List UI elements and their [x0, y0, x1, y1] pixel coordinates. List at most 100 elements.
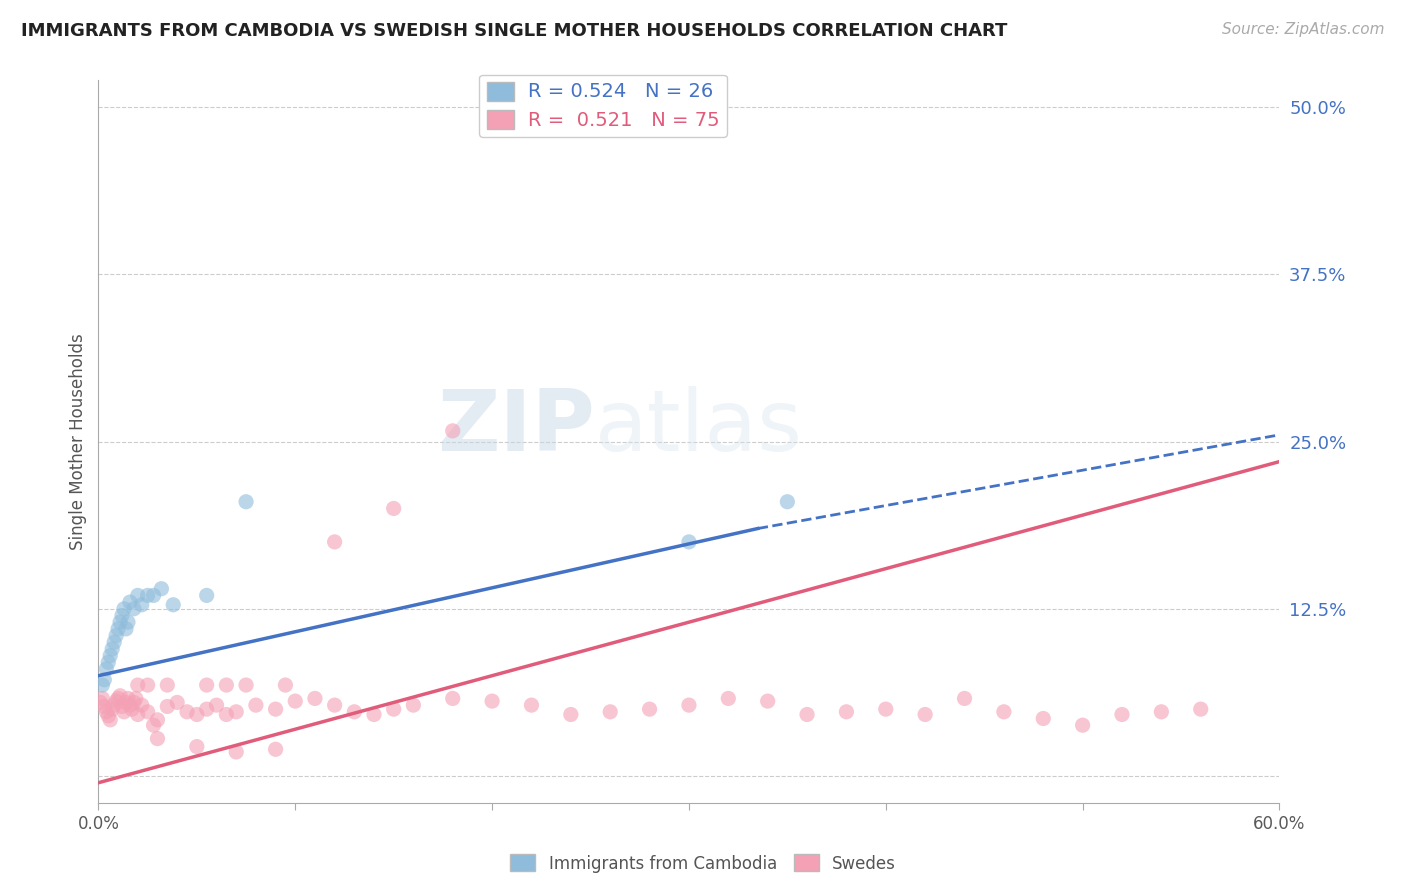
Point [142, 718, 165, 732]
Y-axis label: Single Mother Households: Single Mother Households [69, 334, 87, 549]
Point [103, 635, 125, 649]
Point [195, 702, 218, 716]
Point [91, 678, 114, 692]
Point [195, 678, 218, 692]
Text: Source: ZipAtlas.com: Source: ZipAtlas.com [1222, 22, 1385, 37]
Point [150, 582, 173, 596]
Point [93, 673, 115, 687]
Point [225, 705, 247, 719]
Point [304, 691, 326, 706]
Point [1032, 712, 1054, 726]
Point [89, 696, 111, 710]
Point [678, 698, 700, 712]
Point [117, 691, 139, 706]
Point [363, 707, 385, 722]
Point [107, 691, 129, 706]
Point [118, 698, 141, 712]
Point [108, 615, 131, 630]
Point [176, 705, 198, 719]
Point [103, 698, 125, 712]
Point [717, 691, 740, 706]
Point [96, 705, 118, 719]
Point [520, 698, 543, 712]
Legend: Immigrants from Cambodia, Swedes: Immigrants from Cambodia, Swedes [503, 847, 903, 880]
Point [101, 642, 124, 657]
Point [796, 707, 818, 722]
Point [156, 678, 179, 692]
Point [323, 698, 346, 712]
Point [402, 698, 425, 712]
Point [115, 622, 138, 636]
Point [96, 662, 118, 676]
Point [441, 691, 464, 706]
Point [245, 698, 267, 712]
Point [125, 691, 148, 706]
Point [215, 678, 238, 692]
Point [107, 622, 129, 636]
Point [131, 598, 153, 612]
Point [264, 702, 287, 716]
Point [382, 702, 405, 716]
Point [441, 424, 464, 438]
Point [756, 694, 779, 708]
Point [136, 589, 159, 603]
Point [1071, 718, 1094, 732]
Point [93, 699, 115, 714]
Point [115, 696, 138, 710]
Point [195, 589, 218, 603]
Point [105, 629, 128, 643]
Point [122, 696, 145, 710]
Point [98, 648, 121, 663]
Point [914, 707, 936, 722]
Point [1189, 702, 1212, 716]
Point [112, 602, 135, 616]
Point [205, 698, 228, 712]
Point [121, 702, 143, 716]
Point [382, 501, 405, 516]
Point [953, 691, 976, 706]
Point [112, 705, 135, 719]
Point [146, 713, 169, 727]
Point [131, 698, 153, 712]
Point [108, 689, 131, 703]
Point [162, 598, 184, 612]
Point [118, 595, 141, 609]
Point [127, 707, 149, 722]
Point [111, 608, 134, 623]
Point [117, 615, 139, 630]
Point [142, 589, 165, 603]
Point [235, 494, 257, 508]
Text: ZIP: ZIP [437, 385, 595, 468]
Point [156, 699, 179, 714]
Point [105, 694, 128, 708]
Point [111, 699, 134, 714]
Point [323, 535, 346, 549]
Point [101, 702, 124, 716]
Point [274, 678, 297, 692]
Point [146, 731, 169, 746]
Point [993, 705, 1015, 719]
Point [136, 678, 159, 692]
Point [136, 705, 159, 719]
Text: IMMIGRANTS FROM CAMBODIA VS SWEDISH SINGLE MOTHER HOUSEHOLDS CORRELATION CHART: IMMIGRANTS FROM CAMBODIA VS SWEDISH SING… [21, 22, 1008, 40]
Point [97, 708, 120, 723]
Point [264, 742, 287, 756]
Point [284, 694, 307, 708]
Point [127, 678, 149, 692]
Point [97, 655, 120, 669]
Point [166, 696, 188, 710]
Point [1111, 707, 1133, 722]
Point [638, 702, 661, 716]
Point [560, 707, 582, 722]
Point [481, 694, 503, 708]
Point [875, 702, 897, 716]
Point [98, 713, 121, 727]
Point [776, 494, 799, 508]
Point [186, 739, 208, 754]
Legend: R = 0.524   N = 26, R =  0.521   N = 75: R = 0.524 N = 26, R = 0.521 N = 75 [479, 75, 727, 137]
Point [225, 745, 247, 759]
Point [215, 707, 238, 722]
Point [343, 705, 366, 719]
Point [91, 691, 114, 706]
Point [1150, 705, 1173, 719]
